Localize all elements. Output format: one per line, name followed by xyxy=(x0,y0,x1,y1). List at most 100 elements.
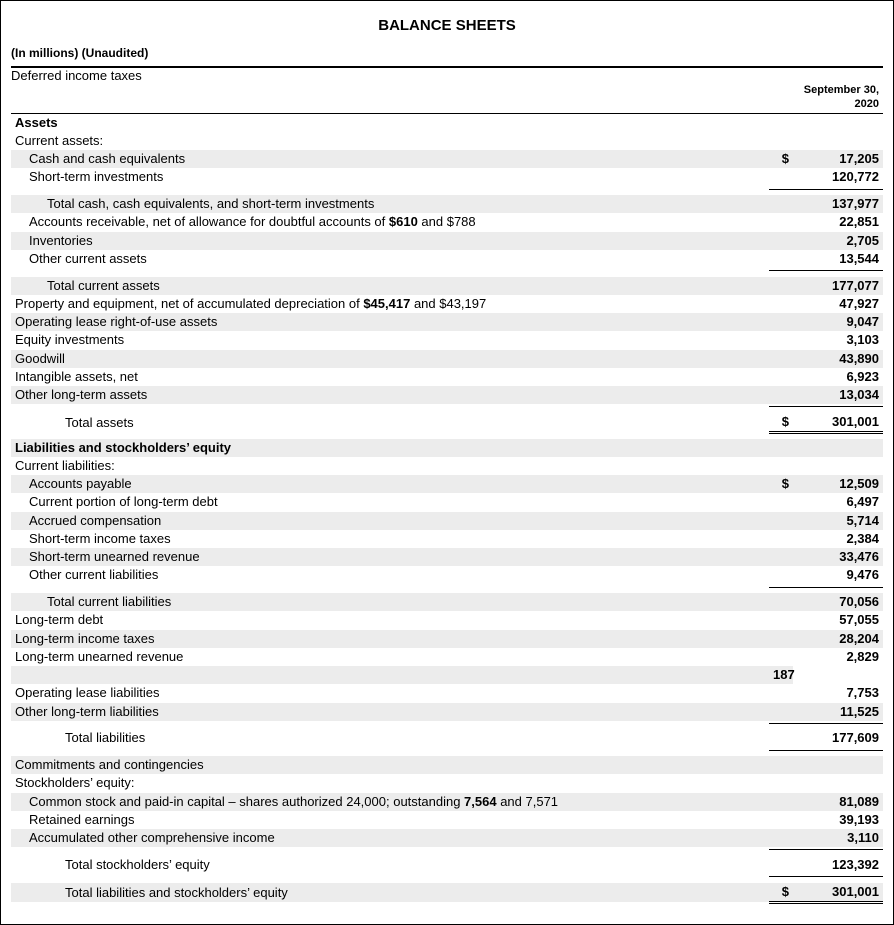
table-row: Accrued compensation 5,714 xyxy=(11,512,883,530)
table-row: Total current assets 177,077 xyxy=(11,277,883,295)
row-label: Deferred income taxes xyxy=(11,68,142,83)
row-label: Common stock and paid-in capital – share… xyxy=(11,793,769,811)
row-label: Total cash, cash equivalents, and short-… xyxy=(11,195,769,213)
table-row: Long-term debt 57,055 xyxy=(11,611,883,629)
table-row: Current portion of long-term debt 6,497 xyxy=(11,493,883,511)
row-label: Current portion of long-term debt xyxy=(11,493,769,511)
current-liabilities-label: Current liabilities: xyxy=(11,457,769,475)
table-row: Total stockholders’ equity 123,392 xyxy=(11,856,883,874)
row-label: Accounts receivable, net of allowance fo… xyxy=(11,213,769,231)
table-row: Goodwill 43,890 xyxy=(11,350,883,368)
table-row: 187 xyxy=(11,666,883,684)
row-label: Total current assets xyxy=(11,277,769,295)
row-value: 47,927 xyxy=(793,295,883,313)
row-label: Cash and cash equivalents xyxy=(11,150,769,168)
row-value: 9,476 xyxy=(793,566,883,584)
currency-symbol: $ xyxy=(769,413,793,433)
row-value: 28,204 xyxy=(793,630,883,648)
row-value: 7,753 xyxy=(793,684,883,702)
row-value: 6,497 xyxy=(793,493,883,511)
row-label: Operating lease liabilities xyxy=(11,684,769,702)
stockholders-equity-label: Stockholders’ equity: xyxy=(11,774,769,792)
table-row: Long-term unearned revenue 2,829 xyxy=(11,648,883,666)
row-label: Total stockholders’ equity xyxy=(11,856,769,874)
row-label: Property and equipment, net of accumulat… xyxy=(11,295,769,313)
document-subtitle: (In millions) (Unaudited) xyxy=(11,46,883,60)
row-value: 11,525 xyxy=(793,703,883,721)
row-label: Short-term income taxes xyxy=(11,530,769,548)
row-value: 6,923 xyxy=(793,368,883,386)
row-value: 137,977 xyxy=(793,195,883,213)
assets-heading: Assets xyxy=(11,114,769,132)
row-label: Intangible assets, net xyxy=(11,368,769,386)
table-row: Total cash, cash equivalents, and short-… xyxy=(11,195,883,213)
row-value: 3,103 xyxy=(793,331,883,349)
table-row: Total assets $ 301,001 xyxy=(11,413,883,433)
row-label: Other long-term liabilities xyxy=(11,703,769,721)
row-value: 2,384 xyxy=(793,530,883,548)
commitments-label: Commitments and contingencies xyxy=(11,756,769,774)
row-label: Total current liabilities xyxy=(11,593,769,611)
row-value: 301,001 xyxy=(793,883,883,903)
table-row: Retained earnings 39,193 xyxy=(11,811,883,829)
row-value: 43,890 xyxy=(793,350,883,368)
row-value: 12,509 xyxy=(793,475,883,493)
row-label: Long-term debt xyxy=(11,611,769,629)
row-label: Other long-term assets xyxy=(11,386,769,404)
currency-symbol: $ xyxy=(769,475,793,493)
table-row: Other long-term assets 13,034 xyxy=(11,386,883,404)
table-row: Short-term income taxes 2,384 xyxy=(11,530,883,548)
table-row: Other current liabilities 9,476 xyxy=(11,566,883,584)
liabilities-heading: Liabilities and stockholders’ equity xyxy=(11,439,769,457)
row-label: Other current assets xyxy=(11,250,769,268)
row-label: Other current liabilities xyxy=(11,566,769,584)
table-row: Other current assets 13,544 xyxy=(11,250,883,268)
current-assets-label: Current assets: xyxy=(11,132,769,150)
row-label: Accumulated other comprehensive income xyxy=(11,829,769,847)
row-value: 13,034 xyxy=(793,386,883,404)
currency-symbol: $ xyxy=(769,883,793,903)
table-row: Short-term unearned revenue 33,476 xyxy=(11,548,883,566)
table-row: Total current liabilities 70,056 xyxy=(11,593,883,611)
row-label: Total liabilities and stockholders’ equi… xyxy=(11,883,769,903)
row-value: 123,392 xyxy=(793,856,883,874)
row-value: 17,205 xyxy=(793,150,883,168)
row-value: 39,193 xyxy=(793,811,883,829)
row-value: 33,476 xyxy=(793,548,883,566)
row-value: 57,055 xyxy=(793,611,883,629)
table-row: Inventories 2,705 xyxy=(11,232,883,250)
row-value: 81,089 xyxy=(793,793,883,811)
table-row: Cash and cash equivalents $ 17,205 xyxy=(11,150,883,168)
table-row: Intangible assets, net 6,923 xyxy=(11,368,883,386)
row-value: 5,714 xyxy=(793,512,883,530)
row-value: 70,056 xyxy=(793,593,883,611)
column-date: September 30,2020 xyxy=(793,83,883,113)
table-row: Accounts payable $ 12,509 xyxy=(11,475,883,493)
row-value: 2,705 xyxy=(793,232,883,250)
row-label: Long-term unearned revenue xyxy=(11,648,769,666)
row-label: Operating lease right-of-use assets xyxy=(11,313,769,331)
table-row: Long-term income taxes 28,204 xyxy=(11,630,883,648)
row-value: 3,110 xyxy=(793,829,883,847)
row-label: Total liabilities xyxy=(11,729,769,747)
row-value: 2,829 xyxy=(793,648,883,666)
table-row: Short-term investments 120,772 xyxy=(11,168,883,186)
row-value: 22,851 xyxy=(793,213,883,231)
balance-sheet-table: September 30,2020 Assets Current assets:… xyxy=(11,83,883,908)
table-row: Operating lease liabilities 7,753 xyxy=(11,684,883,702)
row-value: 177,077 xyxy=(793,277,883,295)
row-label: Short-term investments xyxy=(11,168,769,186)
row-value: 177,609 xyxy=(793,729,883,747)
row-value: 120,772 xyxy=(793,168,883,186)
table-row: Accounts receivable, net of allowance fo… xyxy=(11,213,883,231)
table-row: Other long-term liabilities 11,525 xyxy=(11,703,883,721)
row-value: 13,544 xyxy=(793,250,883,268)
row-value: 9,047 xyxy=(793,313,883,331)
document-title: BALANCE SHEETS xyxy=(11,17,883,34)
currency-symbol: $ xyxy=(769,150,793,168)
table-row: Property and equipment, net of accumulat… xyxy=(11,295,883,313)
row-label: Goodwill xyxy=(11,350,769,368)
table-row: Accumulated other comprehensive income 3… xyxy=(11,829,883,847)
row-label: Inventories xyxy=(11,232,769,250)
row-label: Total assets xyxy=(11,413,769,433)
